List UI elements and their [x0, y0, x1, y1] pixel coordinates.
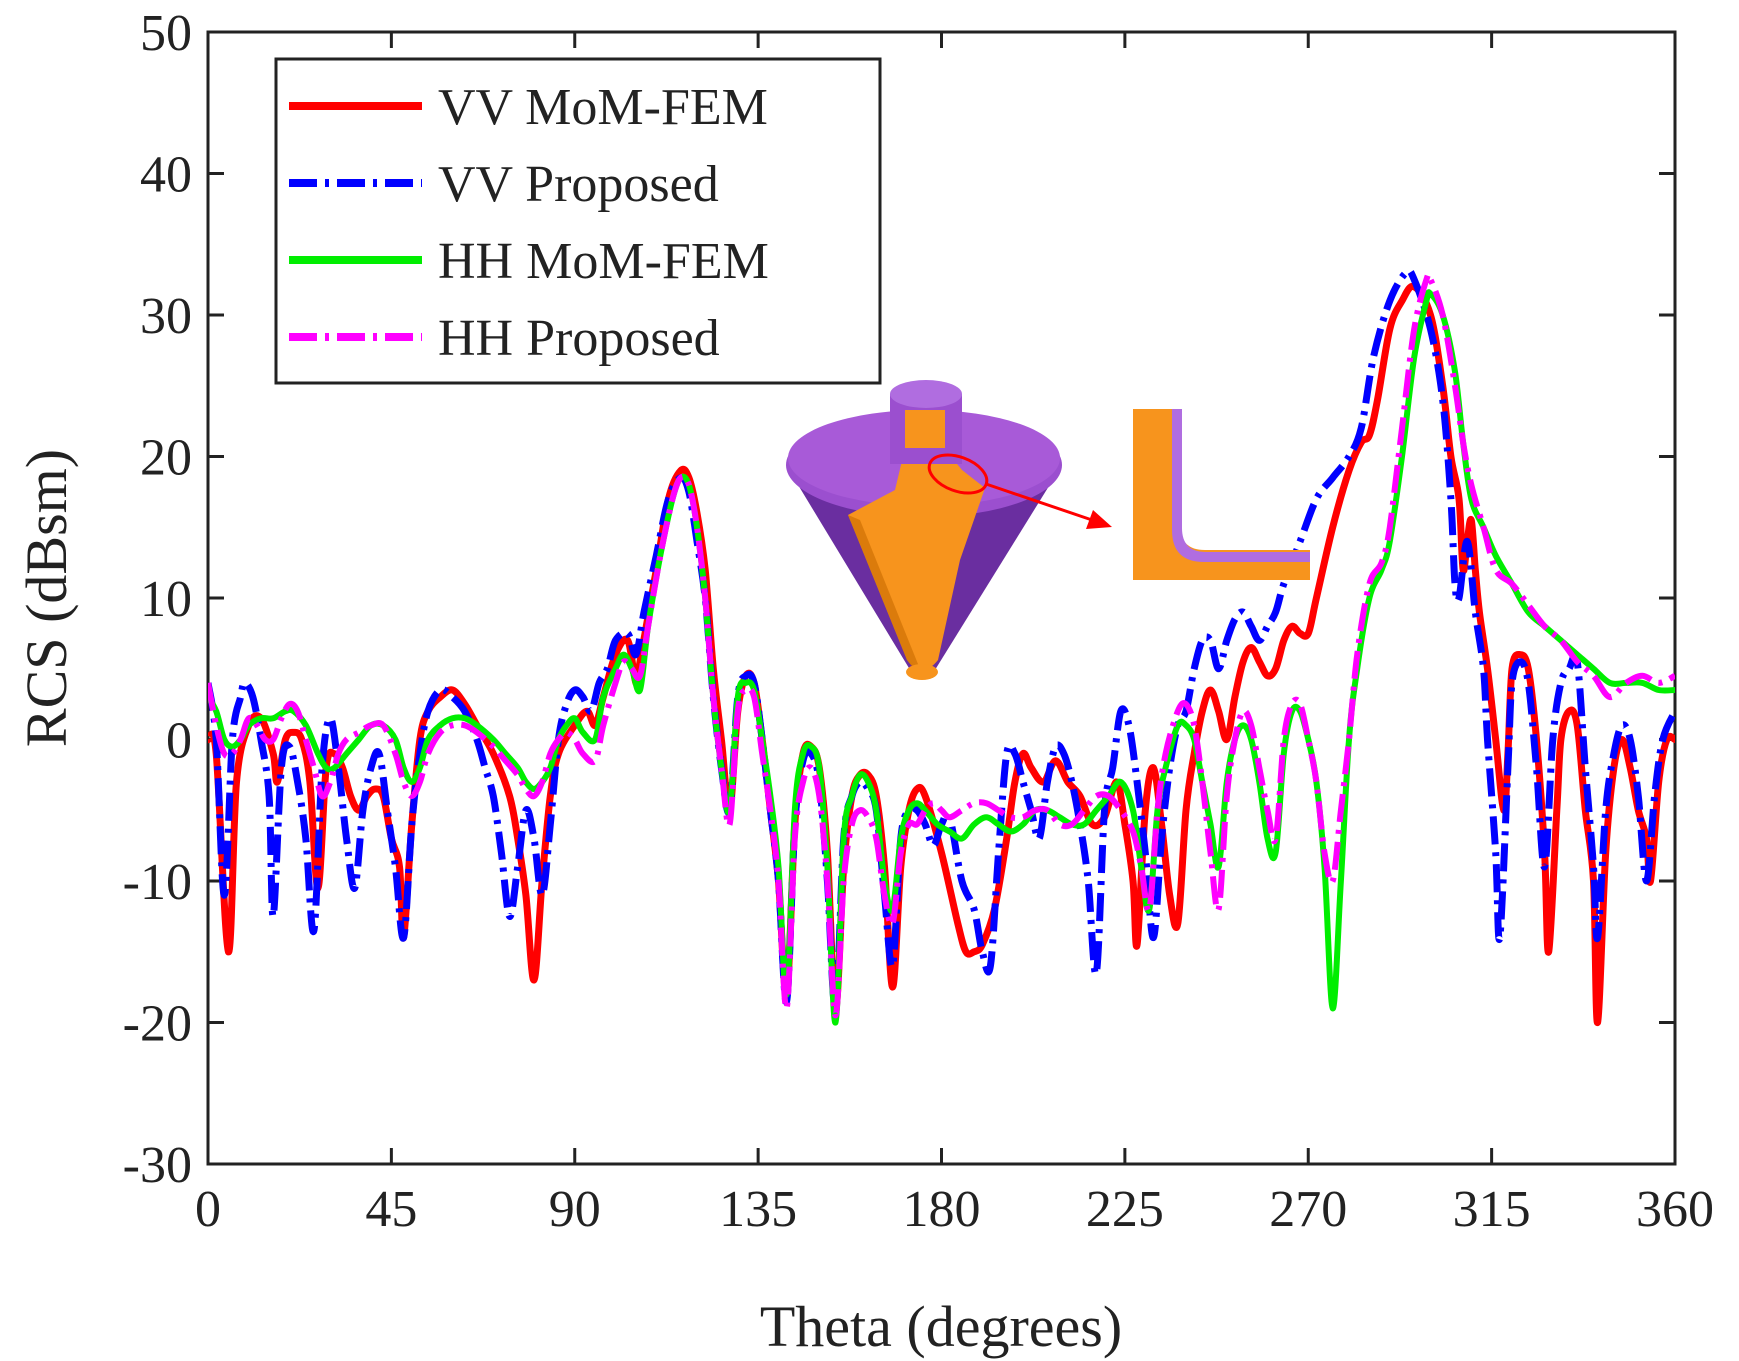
y-tick-label: 50 — [140, 5, 192, 62]
x-tick-label: 360 — [1636, 1181, 1714, 1238]
legend: VV MoM-FEM VV Proposed HH MoM-FEM HH Pro… — [274, 57, 882, 385]
axis-ticks: 0 45 90 135 180 225 270 315 360 -30 -20 -10 0 10 20 30 4… — [123, 5, 1714, 1238]
legend-label-hh-proposed: HH Proposed — [438, 310, 720, 367]
x-tick-label: 180 — [903, 1181, 981, 1238]
legend-label-hh-mom-fem: HH MoM-FEM — [438, 233, 769, 290]
legend-label-vv-mom-fem: VV MoM-FEM — [438, 79, 768, 136]
x-tick-label: 90 — [549, 1181, 601, 1238]
legend-entry-vv-mom-fem: VV MoM-FEM — [289, 79, 768, 136]
legend-entry-hh-proposed: HH Proposed — [289, 310, 720, 367]
legend-label-vv-proposed: VV Proposed — [438, 156, 719, 213]
x-tick-label: 315 — [1453, 1181, 1531, 1238]
y-tick-label: 10 — [140, 571, 192, 628]
y-tick-label: 40 — [140, 147, 192, 204]
x-tick-label: 270 — [1269, 1181, 1347, 1238]
legend-entry-hh-mom-fem: HH MoM-FEM — [289, 233, 769, 290]
x-axis-title: Theta (degrees) — [760, 1294, 1122, 1359]
y-tick-label: -10 — [123, 854, 192, 911]
coating-cross-section-icon — [1133, 409, 1310, 580]
series-line-hh-proposed — [208, 271, 1675, 1019]
y-tick-label: -20 — [123, 996, 192, 1053]
y-tick-label: 30 — [140, 288, 192, 345]
zoom-arrow-icon — [985, 482, 1112, 529]
legend-entry-vv-proposed: VV Proposed — [289, 156, 719, 213]
x-tick-label: 135 — [719, 1181, 797, 1238]
cone-inset-illustration — [786, 380, 1310, 680]
x-tick-label: 45 — [365, 1181, 417, 1238]
y-axis-title: RCS (dBsm) — [14, 449, 79, 747]
y-tick-label: 0 — [166, 713, 192, 770]
series-layer — [208, 267, 1675, 1027]
legend-box — [274, 57, 882, 385]
series-line-vv-mom-fem — [208, 282, 1675, 1027]
x-tick-label: 225 — [1086, 1181, 1164, 1238]
y-tick-label: -30 — [123, 1137, 192, 1194]
cone-icon — [786, 380, 1062, 680]
y-tick-label: 20 — [140, 430, 192, 487]
x-tick-label: 0 — [195, 1181, 221, 1238]
